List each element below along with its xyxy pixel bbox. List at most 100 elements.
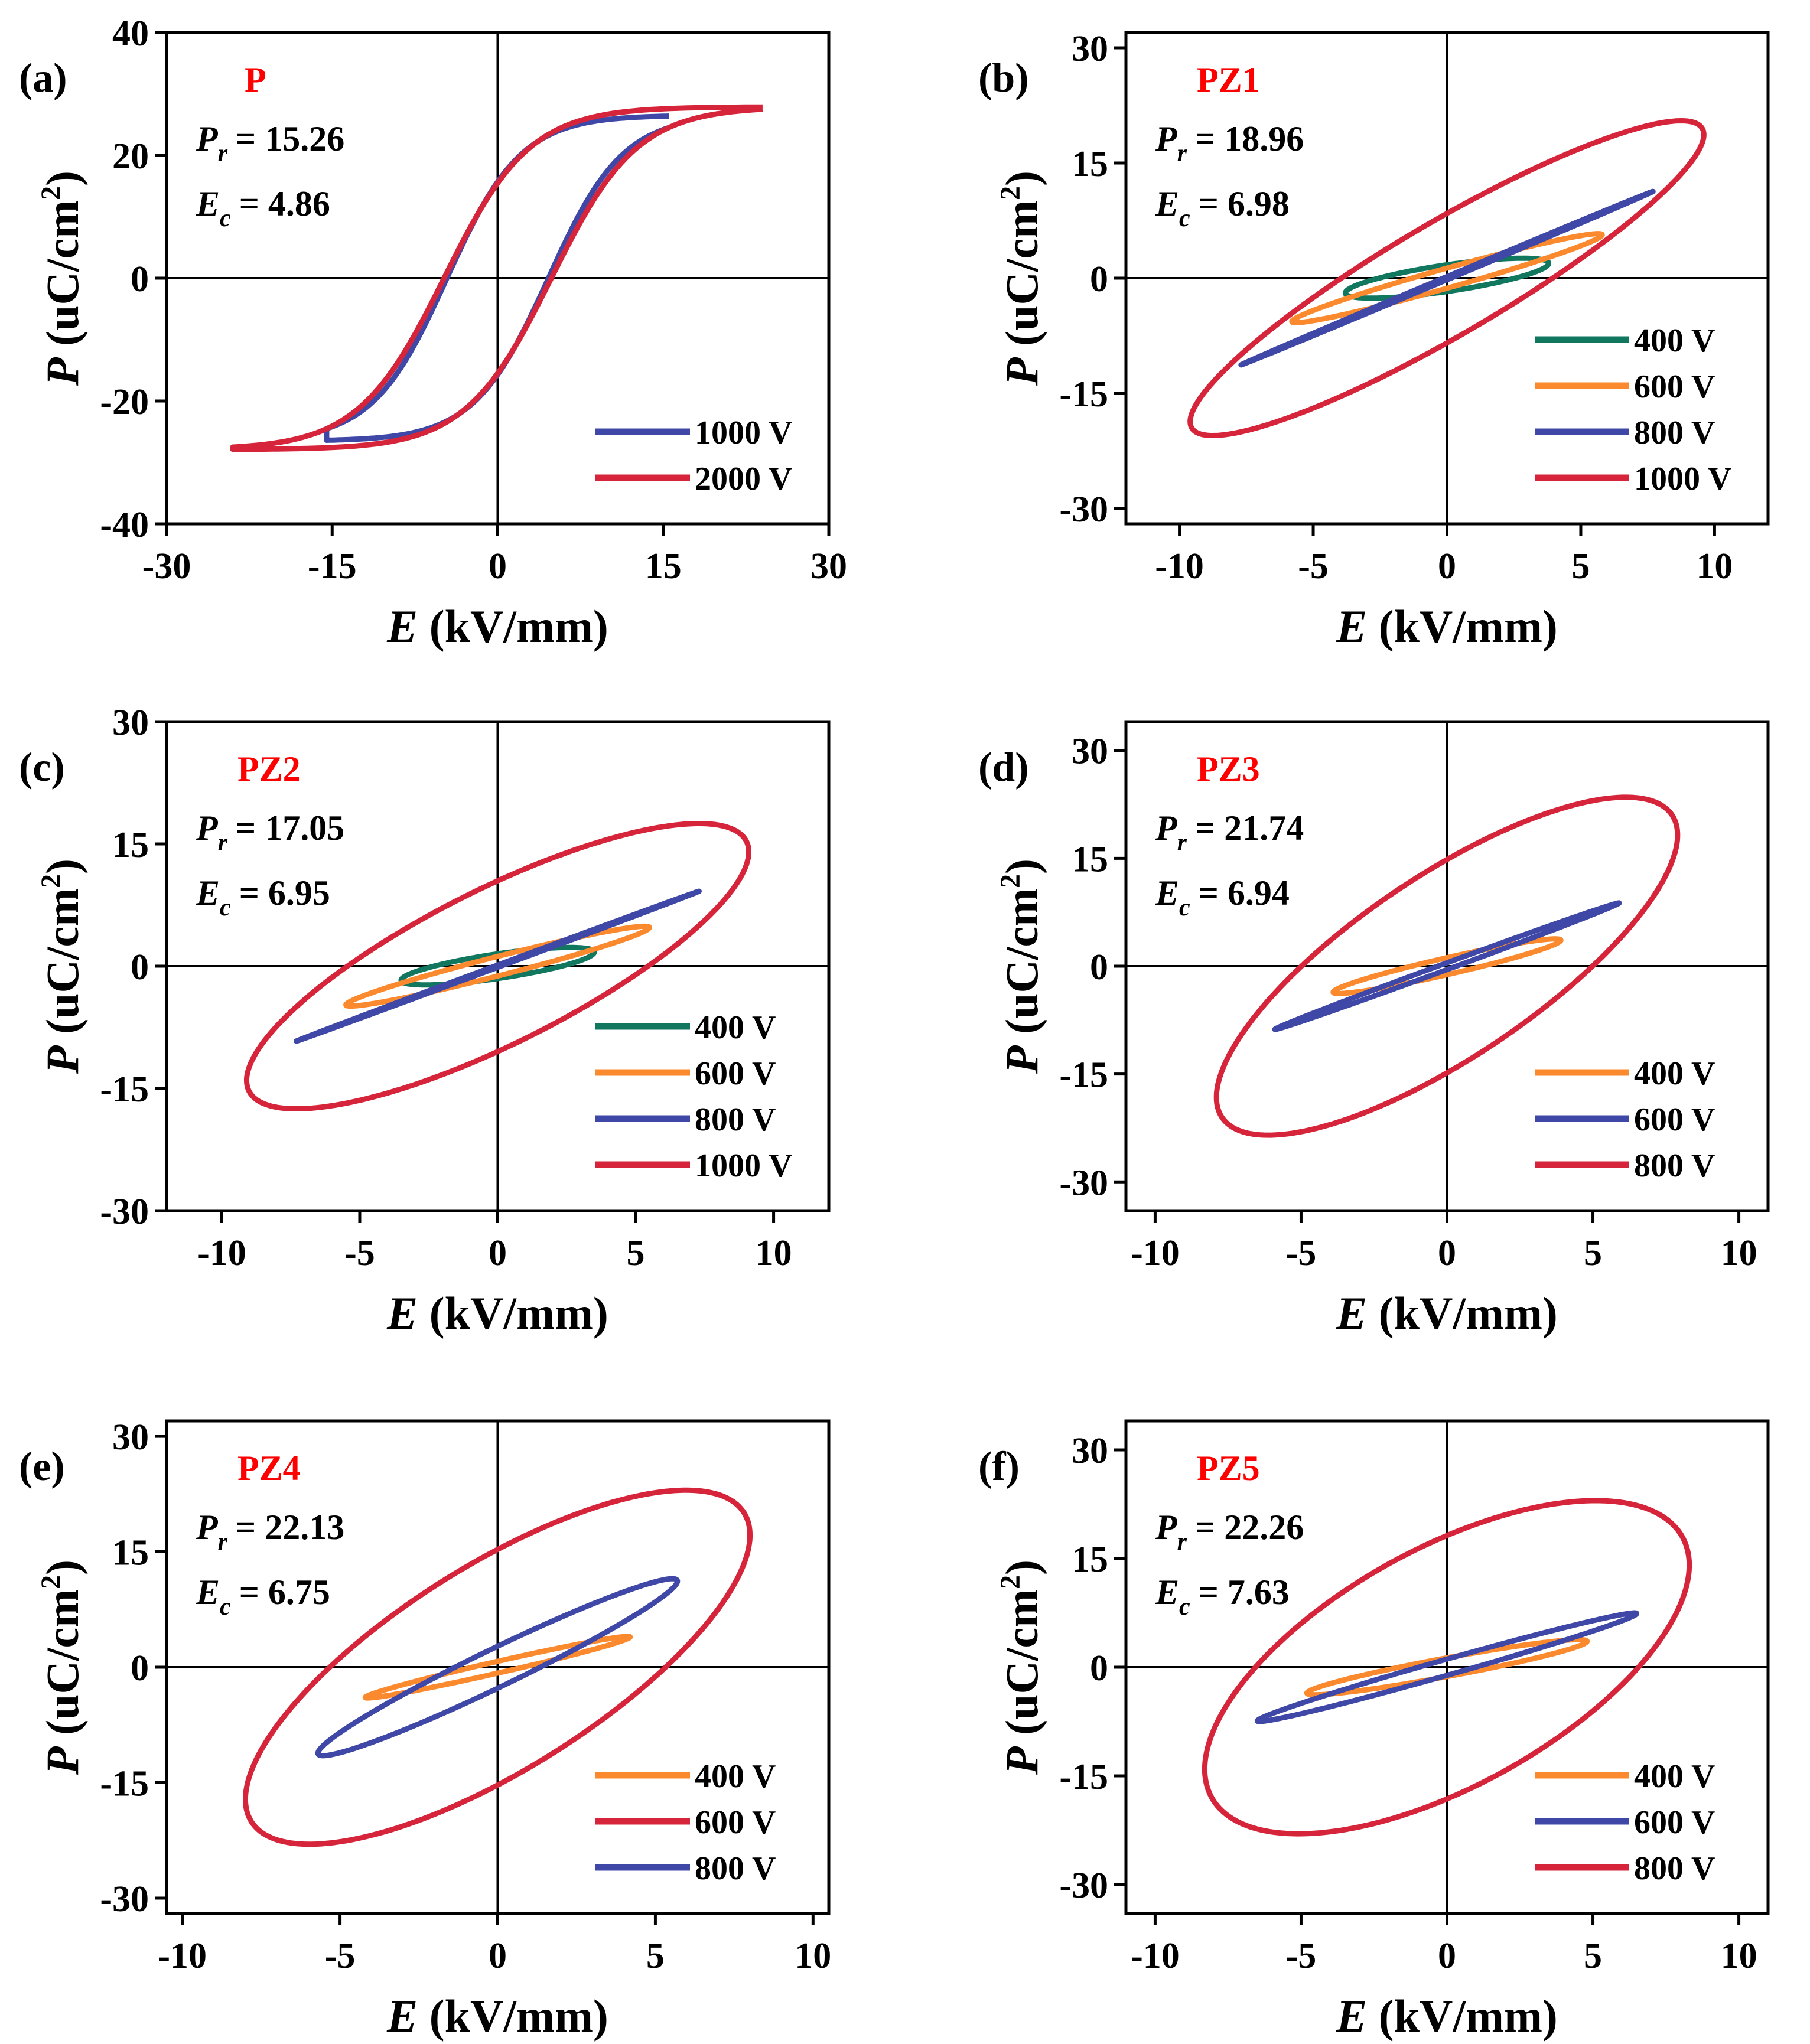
legend-label-text: 800 V: [695, 1850, 776, 1887]
ec-value: = 7.63: [1199, 1573, 1290, 1612]
y-tick-label-value: -30: [1059, 490, 1108, 530]
y-axis-label-sup: 2: [995, 874, 1026, 888]
y-axis-label-end: ): [996, 171, 1047, 186]
pr-symbol: P: [1155, 809, 1178, 847]
ec-annotation: Ec = 6.95: [196, 873, 330, 921]
x-tick-label: 0: [489, 1233, 507, 1273]
x-tick-label: -10: [197, 1233, 246, 1273]
panel-label: (d): [978, 745, 1029, 790]
y-tick-label: 30: [1072, 732, 1108, 772]
loop-400v: [362, 1634, 633, 1701]
legend-label-text: 800 V: [695, 1101, 776, 1138]
y-tick-label-value: 30: [1072, 732, 1108, 772]
panel-label: (c): [19, 745, 65, 790]
x-tick-label-value: 10: [1721, 1233, 1757, 1273]
legend-label: 600 V: [695, 1804, 776, 1841]
x-tick-label-value: -10: [1131, 1936, 1180, 1976]
y-tick-label: 30: [112, 703, 149, 743]
y-tick-label: 15: [112, 825, 149, 865]
legend-label-text: 800 V: [1634, 415, 1715, 451]
x-tick-label-value: -5: [1286, 1233, 1317, 1273]
loop-600v: [343, 923, 652, 1009]
x-tick-label-value: 0: [489, 1233, 507, 1273]
y-tick-label: -30: [100, 1879, 149, 1919]
pr-sub: r: [218, 140, 228, 167]
x-axis-label: E (kV/mm): [1336, 1287, 1558, 1339]
x-tick-label-value: 5: [1584, 1936, 1602, 1976]
x-axis-label-unit: (kV/mm): [418, 1287, 608, 1339]
panel-label-text: (d): [978, 745, 1029, 790]
x-tick-label-value: -10: [197, 1233, 246, 1273]
y-axis-label: P (uC/cm2): [35, 859, 88, 1074]
legend-label: 600 V: [1634, 369, 1715, 405]
y-tick-label: 15: [1072, 839, 1108, 879]
y-tick-label: 0: [1090, 1648, 1108, 1688]
x-tick-label-value: 10: [1721, 1936, 1757, 1976]
ec-value: = 6.94: [1199, 873, 1290, 912]
legend-label: 800 V: [1634, 415, 1715, 451]
legend-label-text: 400 V: [695, 1758, 776, 1795]
y-tick-label-value: 0: [1090, 947, 1108, 987]
x-tick-label: -15: [308, 546, 357, 586]
x-tick-label: 5: [646, 1936, 665, 1976]
ec-value: = 6.98: [1199, 184, 1290, 223]
x-tick-label-value: 0: [1438, 1233, 1456, 1273]
pr-annotation: Pr = 22.26: [1155, 1508, 1304, 1556]
y-axis-label-sup: 2: [35, 874, 67, 888]
legend-label-text: 400 V: [1634, 322, 1715, 359]
x-tick-label-value: -5: [1298, 546, 1329, 586]
y-axis-label: P (uC/cm2): [995, 171, 1047, 386]
y-tick-label: -40: [100, 505, 149, 545]
y-tick-label-value: 15: [1072, 839, 1108, 879]
loop-600v: [1254, 1610, 1640, 1724]
x-tick-label: 0: [1438, 546, 1456, 586]
y-tick-label-value: -15: [100, 1070, 149, 1110]
panel-label-text: (f): [978, 1444, 1020, 1489]
loop-1000v: [244, 821, 751, 1111]
legend-label-text: 400 V: [1634, 1758, 1715, 1795]
x-tick-label: 0: [1438, 1936, 1456, 1976]
x-tick-label-value: 10: [1696, 546, 1733, 586]
x-axis-label-var: E: [386, 601, 418, 652]
x-axis-label-var: E: [1336, 601, 1367, 652]
x-tick-label: -5: [1286, 1936, 1317, 1976]
legend-label-text: 600 V: [1634, 369, 1715, 405]
sample-name-text: PZ2: [237, 749, 301, 788]
x-tick-label: 10: [756, 1233, 792, 1273]
x-axis-label-unit: (kV/mm): [1367, 601, 1558, 652]
x-tick-label: -5: [344, 1233, 375, 1273]
x-tick-label-value: -5: [325, 1936, 356, 1976]
sample-name: PZ5: [1197, 1449, 1260, 1488]
pr-sub: r: [218, 1528, 228, 1556]
y-axis-label-unit: (uC/cm: [37, 1589, 88, 1746]
pr-annotation: Pr = 15.26: [196, 119, 344, 167]
y-axis-label-unit: (uC/cm: [37, 888, 88, 1045]
x-tick-label: 10: [1721, 1233, 1757, 1273]
x-tick-label-value: 5: [646, 1936, 665, 1976]
sample-name-text: P: [245, 60, 266, 99]
sample-name-text: PZ4: [237, 1449, 301, 1488]
legend-label: 400 V: [695, 1758, 776, 1795]
y-axis-label-unit: (uC/cm: [996, 200, 1047, 357]
y-tick-label-value: 30: [112, 1417, 149, 1458]
panel-label: (f): [978, 1444, 1020, 1489]
y-axis-label-var: P: [37, 1746, 88, 1775]
pr-annotation: Pr = 18.96: [1155, 119, 1304, 167]
y-tick-label-value: -15: [1059, 374, 1108, 415]
ec-symbol: E: [196, 1573, 220, 1612]
y-axis-label-end: ): [37, 859, 88, 874]
x-axis-label-var: E: [1336, 1287, 1367, 1339]
ec-sub: c: [220, 1593, 231, 1621]
ec-annotation: Ec = 7.63: [1155, 1573, 1290, 1621]
ec-sub: c: [220, 894, 231, 921]
y-tick-label-value: 0: [131, 947, 149, 987]
ec-annotation: Ec = 6.94: [1155, 873, 1290, 921]
y-tick-label: 0: [1090, 259, 1108, 299]
y-axis-label: P (uC/cm2): [35, 171, 88, 386]
x-tick-label-value: -10: [1131, 1233, 1180, 1273]
y-tick-label: -30: [1059, 490, 1108, 530]
x-tick-label-value: -10: [158, 1936, 207, 1976]
ec-value: = 4.86: [239, 184, 330, 223]
